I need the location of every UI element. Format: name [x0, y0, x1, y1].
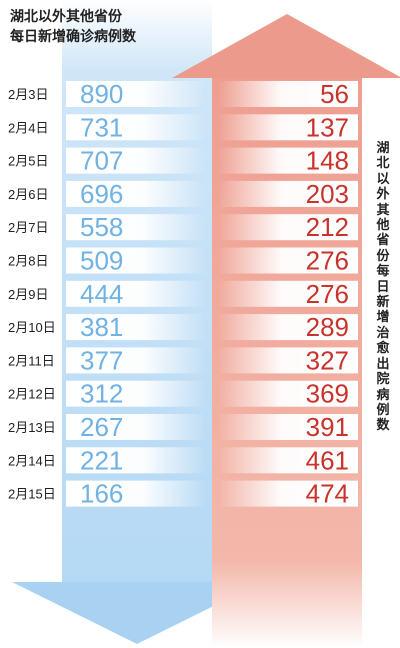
date-label: 2月6日	[8, 187, 48, 202]
date-label: 2月5日	[8, 154, 48, 169]
confirmed-row-bg	[66, 280, 206, 307]
confirmed-row-bg	[66, 414, 206, 440]
cured-row-bg	[218, 147, 358, 174]
confirmed-value: 696	[80, 179, 123, 209]
cured-title: 湖北以外其他省份每日新增治愈出院病例数	[376, 140, 390, 433]
date-label: 2月4日	[8, 120, 48, 135]
cured-value: 276	[306, 246, 349, 276]
confirmed-title-line1: 湖北以外其他省份	[10, 8, 122, 24]
date-label: 2月13日	[8, 420, 56, 435]
confirmed-value: 221	[80, 445, 123, 475]
confirmed-row-bg	[66, 114, 206, 141]
confirmed-row-bg	[66, 81, 206, 107]
date-label: 2月10日	[8, 320, 56, 335]
date-label: 2月7日	[8, 220, 48, 235]
confirmed-row-bg	[66, 480, 206, 507]
confirmed-row-bg	[66, 347, 206, 374]
confirmed-value: 707	[80, 146, 123, 176]
cured-value: 327	[306, 345, 349, 375]
cured-value: 474	[306, 479, 349, 509]
confirmed-value: 166	[80, 479, 123, 509]
cured-row-bg	[218, 180, 358, 207]
confirmed-row-bg	[66, 180, 206, 207]
cured-value: 289	[306, 312, 349, 342]
cured-row-bg	[218, 247, 358, 274]
confirmed-value: 267	[80, 412, 123, 442]
confirmed-value: 312	[80, 379, 123, 409]
cured-row-bg	[218, 114, 358, 141]
confirmed-value: 444	[80, 279, 123, 309]
confirmed-value: 731	[80, 112, 123, 142]
date-label: 2月12日	[8, 387, 56, 402]
confirmed-arrow-head	[12, 582, 262, 644]
confirmed-value: 558	[80, 212, 123, 242]
confirmed-value: 381	[80, 312, 123, 342]
cured-row-bg	[218, 447, 358, 474]
date-label: 2月8日	[8, 254, 48, 269]
cured-value: 203	[306, 179, 349, 209]
date-label: 2月15日	[8, 487, 56, 502]
confirmed-title-line2: 每日新增确诊病例数	[10, 28, 136, 44]
cured-arrow-head	[172, 14, 400, 78]
date-label: 2月3日	[8, 87, 48, 102]
confirmed-value: 509	[80, 246, 123, 276]
cured-row-bg	[218, 314, 358, 341]
date-label: 2月11日	[8, 353, 55, 368]
date-label: 2月14日	[8, 453, 56, 468]
cured-value: 391	[306, 412, 349, 442]
confirmed-row-bg	[66, 314, 206, 341]
confirmed-row-bg	[66, 147, 206, 174]
cured-row-bg	[218, 81, 358, 107]
confirmed-row-bg	[66, 380, 206, 407]
cured-value: 461	[306, 445, 349, 475]
confirmed-value: 377	[80, 345, 123, 375]
confirmed-row-bg	[66, 214, 206, 241]
cured-row-bg	[218, 214, 358, 241]
cured-value: 212	[306, 212, 349, 242]
cured-row-bg	[218, 480, 358, 507]
cured-row-bg	[218, 380, 358, 407]
confirmed-row-bg	[66, 447, 206, 474]
cured-row-bg	[218, 414, 358, 440]
cured-value: 369	[306, 379, 349, 409]
confirmed-value: 890	[80, 79, 123, 109]
cured-value: 56	[320, 79, 349, 109]
confirmed-row-bg	[66, 247, 206, 274]
cured-value: 148	[306, 146, 349, 176]
cured-row-bg	[218, 347, 358, 374]
date-label: 2月9日	[8, 287, 48, 302]
cured-value: 137	[306, 112, 349, 142]
confirmed-title: 湖北以外其他省份 每日新增确诊病例数	[10, 6, 180, 46]
cured-row-bg	[218, 280, 358, 307]
cured-value: 276	[306, 279, 349, 309]
